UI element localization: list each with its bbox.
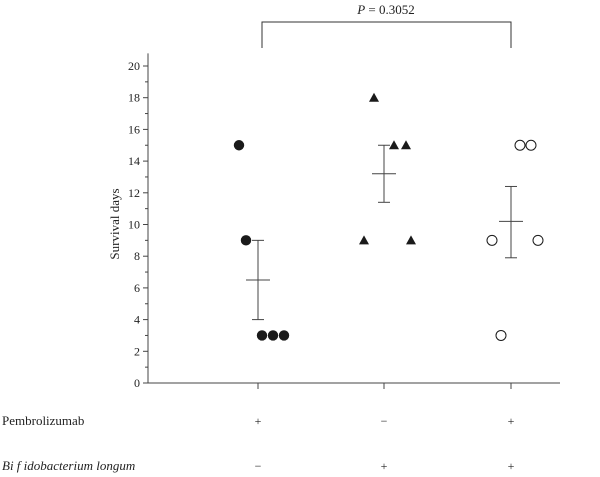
y-tick-label: 14 bbox=[128, 154, 140, 168]
data-point-filled-circle bbox=[256, 330, 268, 341]
data-point-open-circle bbox=[525, 139, 537, 151]
data-point-filled-circle bbox=[278, 330, 290, 341]
y-axis-label: Survival days bbox=[107, 188, 122, 259]
data-point-open-circle bbox=[486, 234, 498, 246]
condition-sign: + bbox=[255, 414, 262, 428]
y-tick-label: 16 bbox=[128, 122, 140, 136]
p-symbol: P bbox=[356, 2, 365, 17]
condition-sign: + bbox=[508, 414, 515, 428]
data-point-triangle bbox=[389, 140, 399, 150]
condition-sign: + bbox=[381, 459, 388, 473]
data-point-filled-circle bbox=[233, 140, 245, 151]
data-point-triangle bbox=[359, 235, 369, 245]
data-point-triangle bbox=[406, 235, 416, 245]
significance-bracket bbox=[261, 21, 512, 48]
data-point-filled-circle bbox=[267, 330, 279, 341]
data-point-triangle bbox=[369, 92, 379, 102]
data-point-filled-circle bbox=[240, 235, 252, 246]
y-axis: 0 2 4 6 8 10 12 14 16 18 20 bbox=[128, 53, 560, 390]
condition-sign: − bbox=[255, 459, 262, 473]
p-value: = 0.3052 bbox=[365, 2, 415, 17]
y-tick-label: 2 bbox=[134, 344, 140, 358]
y-tick-label: 4 bbox=[134, 313, 140, 327]
data-point-triangle bbox=[401, 140, 411, 150]
y-tick-label: 10 bbox=[128, 218, 140, 232]
y-tick-label: 6 bbox=[134, 281, 140, 295]
data-marks bbox=[233, 92, 544, 341]
condition-sign: + bbox=[508, 459, 515, 473]
data-point-open-circle bbox=[514, 139, 526, 151]
y-tick-label: 8 bbox=[134, 249, 140, 263]
y-tick-label: 20 bbox=[128, 59, 140, 73]
p-value-label: P = 0.3052 bbox=[356, 2, 415, 17]
y-tick-label: 18 bbox=[128, 91, 140, 105]
condition-label-pembrolizumab: Pembrolizumab bbox=[2, 413, 84, 428]
data-point-open-circle bbox=[532, 234, 544, 246]
condition-signs: + − + − + + bbox=[255, 414, 515, 473]
data-point-open-circle bbox=[495, 329, 507, 341]
condition-sign: − bbox=[381, 414, 388, 428]
bracket-line bbox=[261, 21, 512, 48]
y-tick-label: 12 bbox=[128, 186, 140, 200]
y-tick-label: 0 bbox=[134, 376, 140, 390]
condition-label-bifidobacterium: Bi f idobacterium longum bbox=[2, 458, 135, 473]
